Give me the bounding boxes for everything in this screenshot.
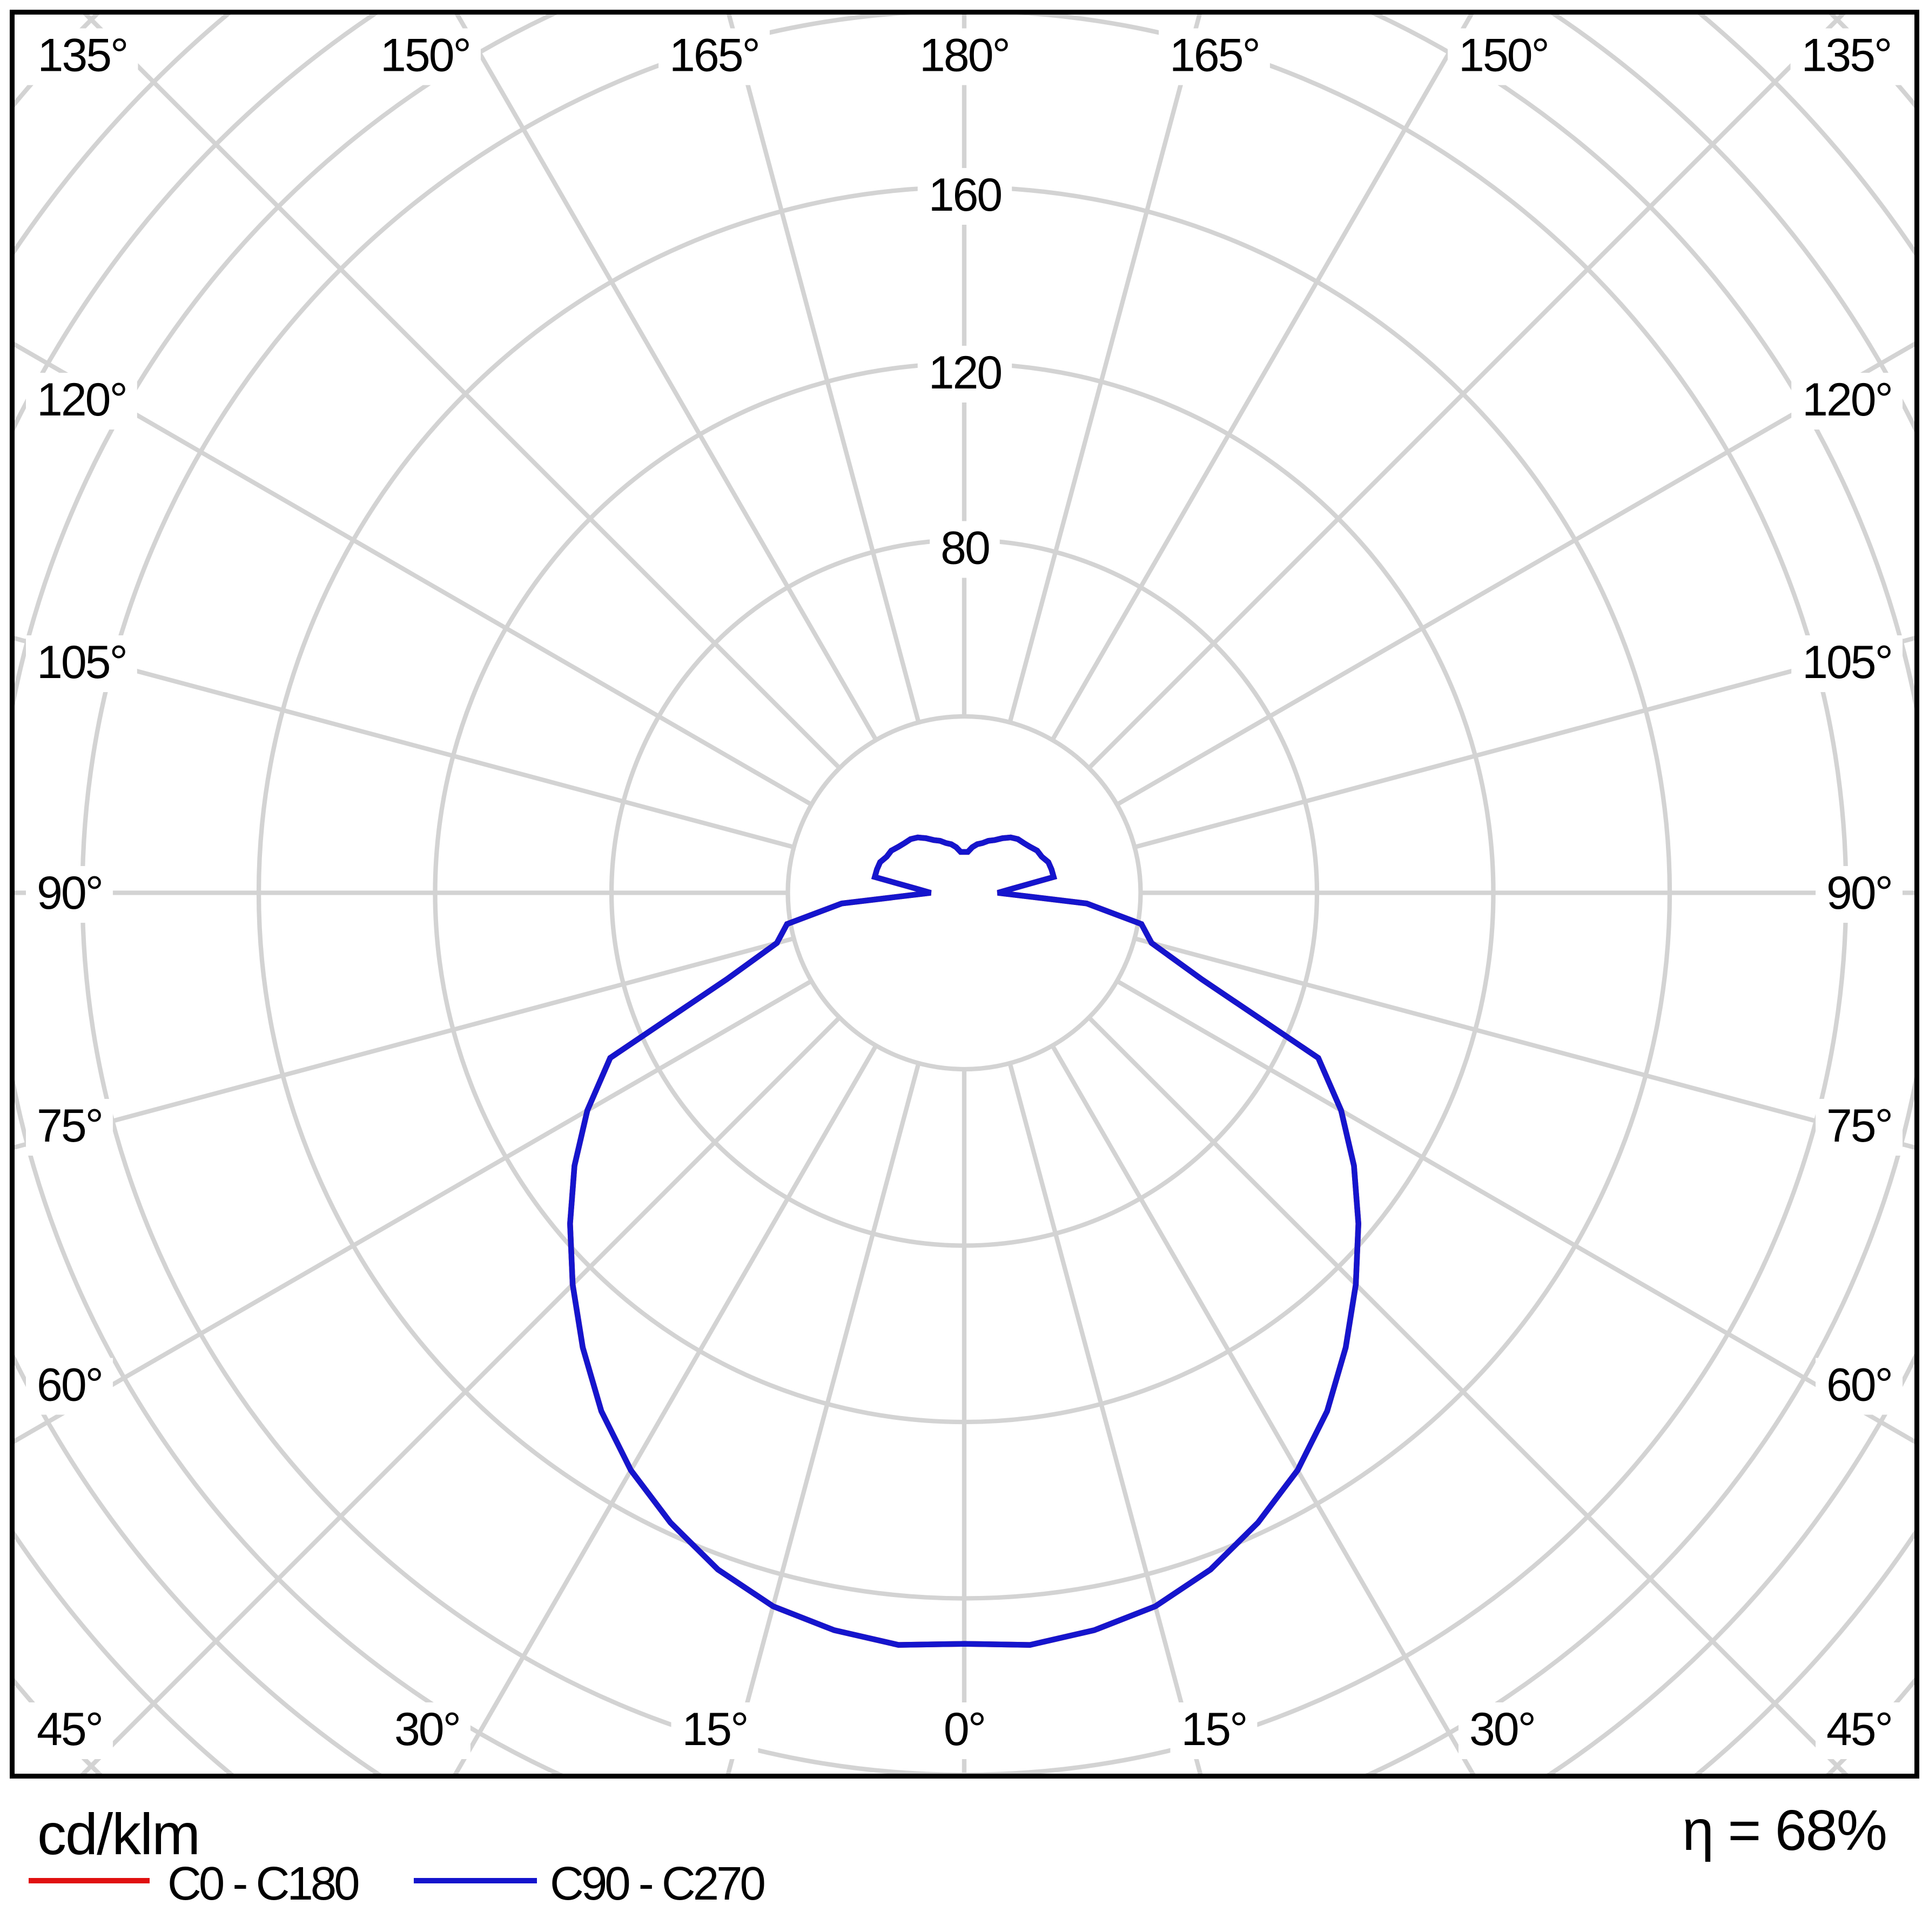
svg-text:105°: 105°	[1802, 636, 1892, 688]
svg-text:C90 - C270: C90 - C270	[550, 1857, 764, 1910]
svg-text:60°: 60°	[37, 1359, 102, 1411]
svg-text:90°: 90°	[37, 867, 102, 919]
svg-text:150°: 150°	[380, 30, 470, 82]
svg-text:120: 120	[929, 347, 1002, 399]
svg-text:120°: 120°	[1802, 374, 1892, 426]
svg-text:C0 - C180: C0 - C180	[167, 1857, 358, 1910]
svg-text:45°: 45°	[37, 1703, 102, 1755]
svg-text:135°: 135°	[38, 30, 127, 82]
svg-text:30°: 30°	[1469, 1703, 1535, 1755]
svg-text:120°: 120°	[37, 374, 126, 426]
svg-text:165°: 165°	[669, 30, 759, 82]
svg-text:90°: 90°	[1826, 867, 1892, 919]
svg-text:30°: 30°	[394, 1703, 460, 1755]
svg-text:75°: 75°	[37, 1100, 102, 1152]
svg-text:75°: 75°	[1826, 1100, 1892, 1152]
svg-text:165°: 165°	[1170, 30, 1259, 82]
svg-text:60°: 60°	[1826, 1359, 1892, 1411]
svg-text:160: 160	[929, 169, 1002, 221]
svg-text:105°: 105°	[37, 636, 126, 688]
svg-text:150°: 150°	[1458, 30, 1548, 82]
svg-text:15°: 15°	[682, 1703, 747, 1755]
svg-text:η = 68%: η = 68%	[1682, 1799, 1886, 1862]
svg-text:80: 80	[940, 522, 989, 574]
svg-text:135°: 135°	[1802, 30, 1891, 82]
svg-text:cd/klm: cd/klm	[37, 1801, 199, 1867]
svg-text:0°: 0°	[944, 1703, 985, 1755]
svg-text:180°: 180°	[919, 30, 1009, 82]
svg-text:15°: 15°	[1181, 1703, 1246, 1755]
svg-text:45°: 45°	[1826, 1703, 1892, 1755]
